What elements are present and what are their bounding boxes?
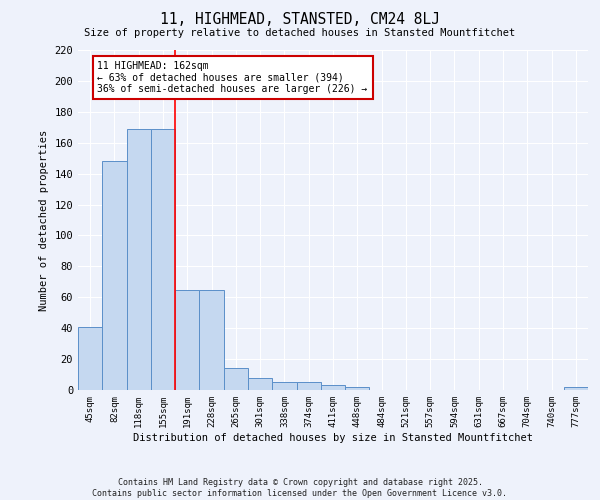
Text: Contains HM Land Registry data © Crown copyright and database right 2025.
Contai: Contains HM Land Registry data © Crown c…: [92, 478, 508, 498]
Bar: [564, 387, 588, 390]
Y-axis label: Number of detached properties: Number of detached properties: [39, 130, 49, 310]
Bar: [78, 326, 102, 390]
Text: 11 HIGHMEAD: 162sqm
← 63% of detached houses are smaller (394)
36% of semi-detac: 11 HIGHMEAD: 162sqm ← 63% of detached ho…: [97, 61, 368, 94]
Bar: [102, 162, 127, 390]
Bar: [224, 368, 248, 390]
Bar: [321, 386, 345, 390]
Bar: [248, 378, 272, 390]
Bar: [296, 382, 321, 390]
Text: 11, HIGHMEAD, STANSTED, CM24 8LJ: 11, HIGHMEAD, STANSTED, CM24 8LJ: [160, 12, 440, 28]
Bar: [199, 290, 224, 390]
Bar: [175, 290, 199, 390]
Bar: [151, 129, 175, 390]
Text: Size of property relative to detached houses in Stansted Mountfitchet: Size of property relative to detached ho…: [85, 28, 515, 38]
X-axis label: Distribution of detached houses by size in Stansted Mountfitchet: Distribution of detached houses by size …: [133, 432, 533, 442]
Bar: [345, 387, 370, 390]
Bar: [272, 382, 296, 390]
Bar: [127, 129, 151, 390]
